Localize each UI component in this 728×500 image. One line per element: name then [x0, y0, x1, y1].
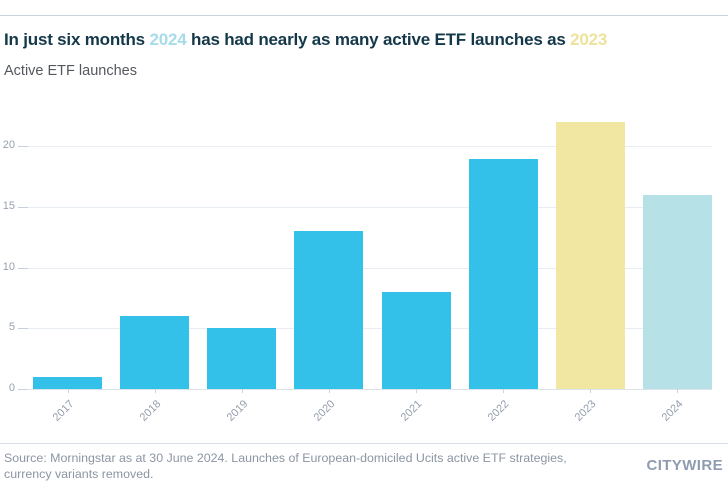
y-axis-label: 20 — [2, 139, 15, 151]
y-axis-label: 5 — [8, 321, 15, 333]
citywire-logo: CITYWIRE — [646, 457, 723, 474]
chart-subtitle: Active ETF launches — [4, 63, 137, 79]
bar-slot-2024: 2024 — [642, 110, 712, 424]
x-axis-label-2024: 2024 — [660, 398, 686, 424]
bar-2021 — [381, 292, 451, 389]
y-axis-tick — [18, 268, 28, 269]
x-axis-label-2023: 2023 — [573, 398, 599, 424]
x-axis-tick — [503, 389, 505, 393]
bar-slot-2020: 2020 — [294, 110, 364, 424]
y-axis-tick — [18, 389, 28, 390]
source-note: Source: Morningstar as at 30 June 2024. … — [4, 451, 567, 482]
bar-2017 — [33, 377, 102, 389]
x-axis-label-2018: 2018 — [137, 398, 164, 424]
y-axis-tick — [18, 207, 28, 208]
y-axis-tick — [18, 146, 28, 147]
x-axis-tick — [67, 389, 69, 393]
y-axis-tick — [18, 328, 28, 329]
x-axis-tick — [416, 389, 418, 393]
y-axis-label: 15 — [2, 200, 15, 212]
x-axis-tick — [328, 389, 330, 393]
bar-slot-2019: 2019 — [207, 110, 277, 424]
x-axis-label-2022: 2022 — [485, 398, 512, 424]
title-text-1: In just six months — [4, 30, 150, 49]
footer-divider — [0, 443, 728, 444]
title-highlight-2023: 2023 — [570, 30, 608, 49]
bar-2022 — [468, 159, 538, 389]
gridline — [27, 146, 712, 147]
y-axis-label: 0 — [8, 382, 15, 394]
x-axis-line — [27, 389, 712, 390]
x-axis-label-2017: 2017 — [50, 398, 76, 424]
bar-2019 — [207, 328, 277, 389]
x-axis-tick — [241, 389, 243, 393]
bar-2024 — [642, 195, 712, 389]
x-axis-label-2019: 2019 — [224, 398, 251, 424]
chart-title: In just six months 2024 has had nearly a… — [4, 30, 607, 50]
bar-2018 — [120, 316, 190, 389]
bar-slot-2023: 2023 — [555, 110, 625, 424]
x-axis-label-2021: 2021 — [398, 398, 425, 424]
bar-2023 — [555, 122, 625, 389]
x-axis-tick — [677, 389, 679, 393]
title-highlight-2024: 2024 — [149, 30, 187, 49]
y-axis-label: 10 — [2, 261, 15, 273]
gridline — [27, 207, 712, 208]
top-divider — [0, 15, 728, 16]
bar-2020 — [294, 231, 364, 389]
bar-slot-2022: 2022 — [468, 110, 538, 424]
bar-slot-2021: 2021 — [381, 110, 451, 424]
gridline — [27, 328, 712, 329]
plot-area: 0 5 10 15 20 2017 2018 2019 2020 2021 2022 2023 202… — [3, 110, 712, 424]
bars-layer: 2017 2018 2019 2020 2021 2022 2023 2024 — [33, 110, 712, 424]
bar-slot-2018: 2018 — [120, 110, 190, 424]
gridline — [27, 268, 712, 269]
x-axis-tick — [154, 389, 156, 393]
x-axis-label-2020: 2020 — [311, 398, 338, 424]
x-axis-tick — [590, 389, 592, 393]
bar-slot-2017: 2017 — [33, 110, 102, 424]
title-text-2: has had nearly as many active ETF launch… — [186, 30, 571, 49]
